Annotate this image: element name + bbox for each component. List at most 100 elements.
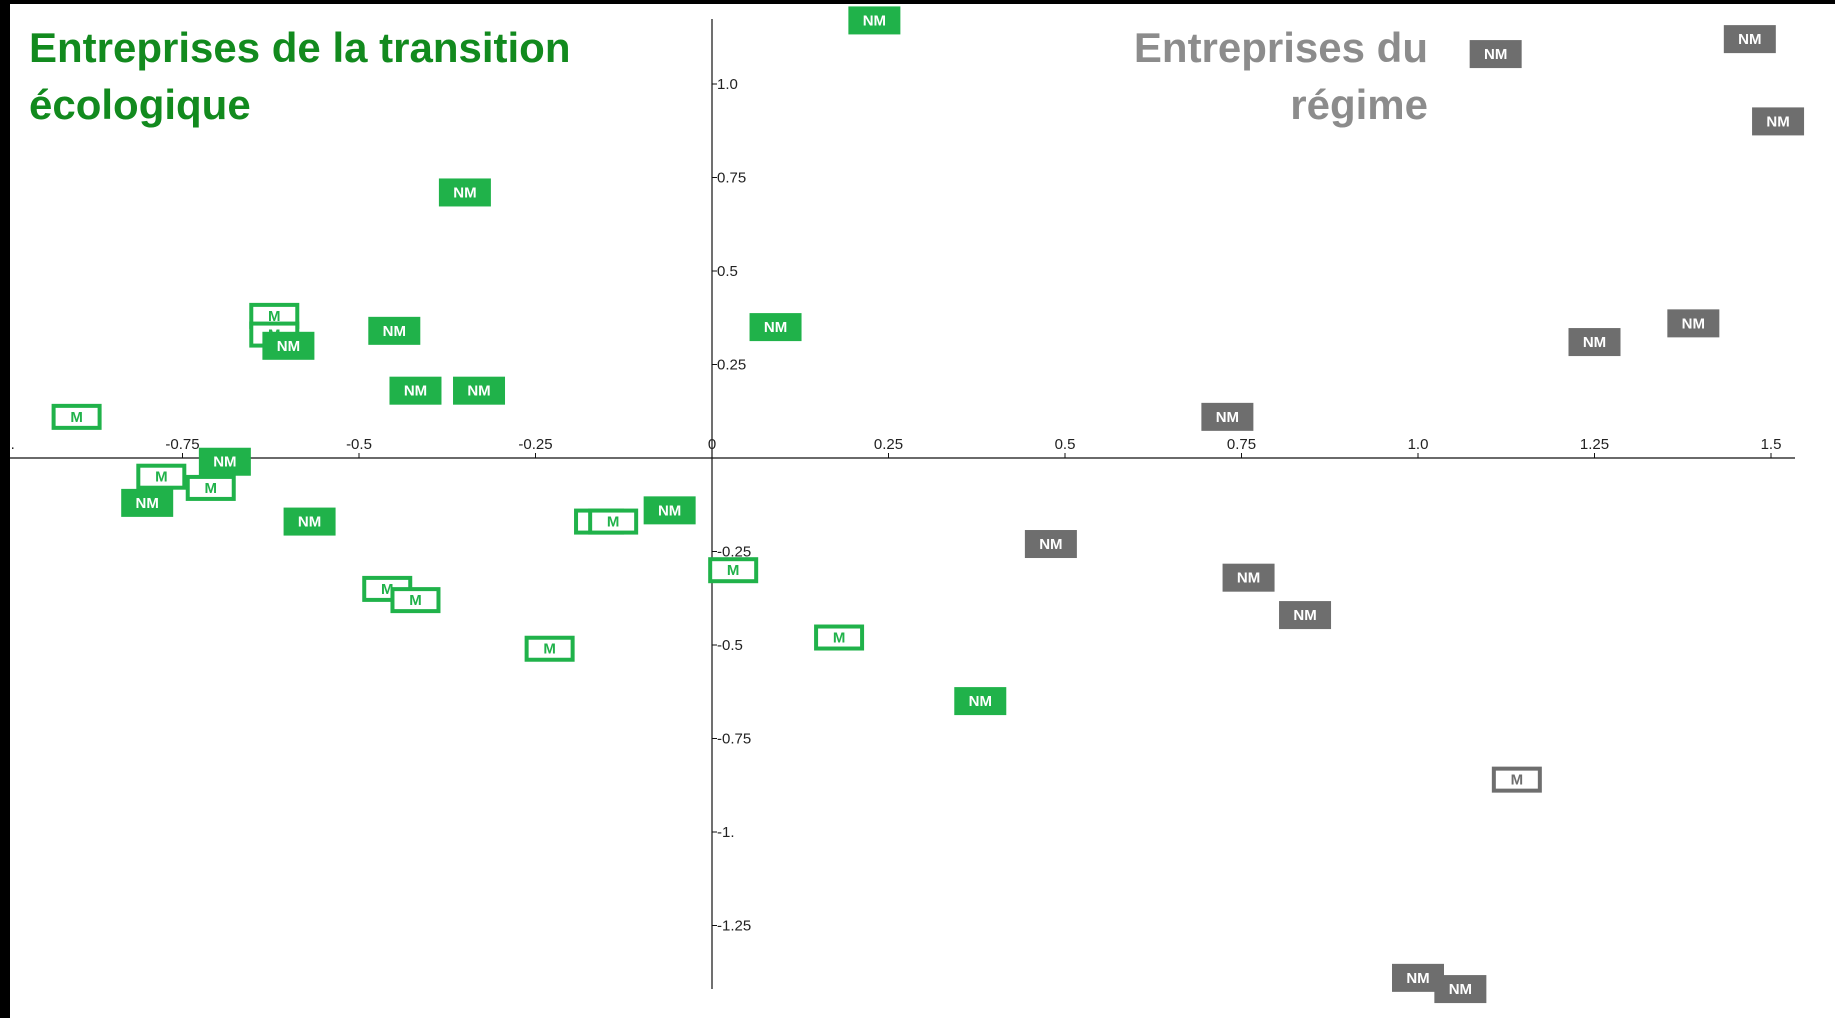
point-nm-gray: NM	[1201, 402, 1254, 431]
point-label: NM	[467, 383, 490, 400]
x-tick-label: 0.75	[1227, 436, 1256, 453]
y-tick-label: 1.0	[717, 76, 738, 93]
point-marker	[1469, 40, 1522, 69]
point-m-gray: M	[1491, 766, 1542, 793]
point-label: NM	[404, 383, 427, 400]
point-marker	[814, 624, 865, 651]
point-marker	[1201, 402, 1254, 431]
x-tick-label: -1.	[10, 436, 15, 453]
point-marker	[438, 178, 491, 207]
point-label: M	[70, 409, 83, 426]
y-tick-label: -0.25	[717, 544, 751, 561]
point-label: NM	[136, 495, 159, 512]
point-label: M	[543, 641, 556, 658]
point-marker	[1434, 975, 1487, 1004]
point-nm-green: NM	[954, 687, 1007, 716]
point-nm-gray: NM	[1667, 309, 1720, 338]
axes: -1. -0.75 -0.5 -0.25 0 0.25 0.5 0.75 1.0 1.25 1.5 1…	[10, 19, 1795, 989]
point-nm-green: NM	[368, 316, 421, 345]
point-label: NM	[277, 338, 300, 355]
point-nm-green: NM	[438, 178, 491, 207]
point-marker	[524, 635, 575, 662]
point-nm-green: NM	[198, 447, 251, 476]
x-tick-label: 0	[708, 436, 716, 453]
point-label: NM	[969, 693, 992, 710]
point-marker	[453, 376, 506, 405]
point-label: M	[409, 592, 422, 609]
point-marker	[708, 557, 759, 584]
point-label: NM	[1216, 409, 1239, 426]
point-m-green: M	[249, 302, 300, 329]
point-marker	[51, 403, 102, 430]
point-nm-gray: NM	[1568, 328, 1621, 357]
point-marker	[389, 376, 442, 405]
point-label: M	[155, 469, 168, 486]
point-m-green: M	[185, 474, 236, 501]
x-tick-label: -0.75	[165, 436, 199, 453]
point-label: M	[1511, 772, 1524, 789]
x-tick-label: 1.5	[1761, 436, 1782, 453]
y-tick-label: 0.25	[717, 357, 746, 374]
point-label: NM	[658, 502, 681, 519]
point-marker	[848, 6, 901, 35]
point-label: NM	[453, 184, 476, 201]
point-marker	[121, 488, 174, 517]
point-marker	[283, 507, 336, 536]
x-tick-label: -0.25	[518, 436, 552, 453]
point-nm-gray: NM	[1024, 530, 1077, 559]
x-tick-label: 1.0	[1408, 436, 1429, 453]
point-marker	[588, 508, 639, 535]
point-label: NM	[1682, 315, 1705, 332]
x-tick-label: 0.25	[874, 436, 903, 453]
point-nm-gray: NM	[1222, 563, 1275, 592]
point-label: M	[204, 480, 217, 497]
points: NMNMMMNMNMNMNMMNMMNMMNMNMMMNMMMMMMNMNMNM…	[51, 6, 1805, 1004]
y-tick-label: -0.5	[717, 637, 743, 654]
point-nm-green: NM	[262, 331, 315, 360]
point-marker	[1491, 766, 1542, 793]
point-label: NM	[1484, 46, 1507, 63]
point-label: NM	[1766, 113, 1789, 130]
point-label: NM	[1237, 570, 1260, 587]
point-marker	[262, 331, 315, 360]
scatter-plot: -1. -0.75 -0.5 -0.25 0 0.25 0.5 0.75 1.0 1.25 1.5 1…	[10, 6, 1805, 1004]
point-label: NM	[298, 514, 321, 531]
point-marker	[368, 316, 421, 345]
point-label: NM	[1039, 536, 1062, 553]
point-label: NM	[1583, 334, 1606, 351]
y-tick-label: -1.	[717, 824, 735, 841]
point-label: NM	[863, 12, 886, 29]
y-tick-label: 0.75	[717, 170, 746, 187]
point-label: M	[727, 562, 740, 579]
point-m-green: M	[136, 463, 187, 490]
point-label: M	[268, 308, 281, 325]
point-marker	[185, 474, 236, 501]
point-marker	[1024, 530, 1077, 559]
x-tick-label: 1.25	[1580, 436, 1609, 453]
point-marker	[1568, 328, 1621, 357]
point-nm-green: NM	[848, 6, 901, 35]
point-marker	[1279, 601, 1332, 630]
point-marker	[390, 587, 441, 614]
point-marker	[643, 496, 696, 525]
chart-frame: -1. -0.75 -0.5 -0.25 0 0.25 0.5 0.75 1.0 1.25 1.5 1…	[10, 4, 1835, 1018]
point-label: NM	[383, 323, 406, 340]
title-regime: Entreprises du régime	[1133, 24, 1428, 128]
point-m-green: M	[390, 587, 441, 614]
x-tick-label: -0.5	[346, 436, 372, 453]
point-label: M	[607, 514, 620, 531]
point-label: NM	[1293, 607, 1316, 624]
point-nm-gray: NM	[1279, 601, 1332, 630]
y-tick-label: -1.25	[717, 918, 751, 935]
point-nm-gray: NM	[1752, 107, 1805, 136]
point-m-green: M	[524, 635, 575, 662]
point-nm-green: NM	[453, 376, 506, 405]
x-tick-label: 0.5	[1055, 436, 1076, 453]
point-label: NM	[1738, 31, 1761, 48]
point-label: NM	[1406, 970, 1429, 987]
point-nm-green: NM	[749, 313, 802, 342]
point-label: NM	[764, 319, 787, 336]
point-m-green: M	[708, 557, 759, 584]
y-tick-label: 0.5	[717, 263, 738, 280]
point-nm-gray: NM	[1434, 975, 1487, 1004]
